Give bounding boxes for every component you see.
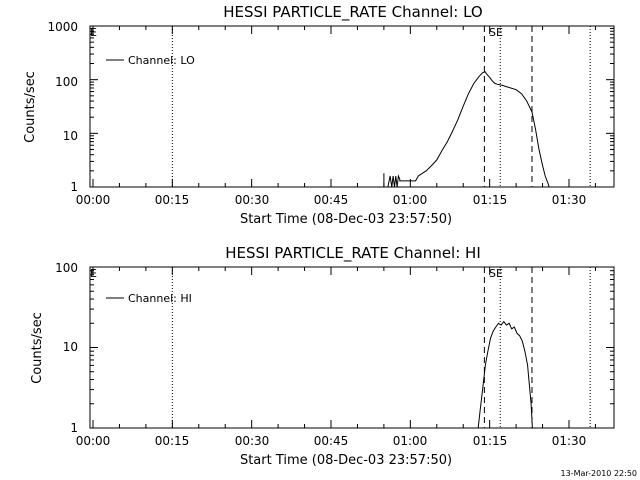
panel-lo-xtick-0030: 00:30 <box>235 193 270 207</box>
panel-lo-series-line <box>383 71 550 188</box>
panel-lo-marker-label: SE <box>489 26 503 39</box>
panel-lo-xtick-0045: 00:45 <box>314 193 349 207</box>
panel-lo: HESSI PARTICLE_RATE Channel: LO 1000 100… <box>23 3 615 227</box>
panel-hi-y-axis-title: Counts/sec <box>30 312 45 384</box>
panel-lo-xtick-0100: 01:00 <box>393 193 428 207</box>
panel-lo-ytick-100: 100 <box>55 75 78 89</box>
panel-lo-plot-frame <box>89 25 615 188</box>
panel-hi-series-line <box>477 320 533 429</box>
panel-hi-legend-label: Channel: HI <box>128 292 192 305</box>
panel-lo-y-axis-title: Counts/sec <box>23 71 38 143</box>
panel-hi-xtick-0115: 01:15 <box>473 434 508 448</box>
panel-hi-marker-label: SE <box>489 267 503 280</box>
panel-hi-xtick-0100: 01:00 <box>393 434 428 448</box>
panel-hi-ytick-100: 100 <box>55 261 78 275</box>
panel-hi-xtick-0000: 00:00 <box>76 434 111 448</box>
panel-hi-xtick-0045: 00:45 <box>314 434 349 448</box>
panel-hi-x-axis-title: Start Time (08-Dec-03 23:57:50) <box>240 453 452 468</box>
panel-hi-xtick-0130: 01:30 <box>552 434 587 448</box>
panel-hi-xtick-0030: 00:30 <box>235 434 270 448</box>
panel-hi-ytick-10: 10 <box>63 340 78 354</box>
panel-lo-x-axis-title: Start Time (08-Dec-03 23:57:50) <box>240 212 452 227</box>
panel-lo-ytick-1000: 1000 <box>47 20 78 34</box>
panel-hi-ytick-1: 1 <box>70 421 78 435</box>
panel-lo-ytick-10: 10 <box>63 129 78 143</box>
panel-lo-xtick-0130: 01:30 <box>552 193 587 207</box>
panel-lo-title: HESSI PARTICLE_RATE Channel: LO <box>223 3 482 22</box>
panel-lo-xtick-0115: 01:15 <box>473 193 508 207</box>
panel-lo-ytick-1: 1 <box>70 180 78 194</box>
panel-hi: HESSI PARTICLE_RATE Channel: HI 100 10 1… <box>30 244 615 468</box>
timestamp-stamp: 13-Mar-2010 22:50 <box>561 469 638 478</box>
panel-lo-legend-label: Channel: LO <box>128 54 195 67</box>
panel-hi-title: HESSI PARTICLE_RATE Channel: HI <box>225 244 481 263</box>
panel-hi-xtick-0015: 00:15 <box>155 434 190 448</box>
panel-lo-xtick-0000: 00:00 <box>76 193 111 207</box>
panel-lo-xtick-0015: 00:15 <box>155 193 190 207</box>
